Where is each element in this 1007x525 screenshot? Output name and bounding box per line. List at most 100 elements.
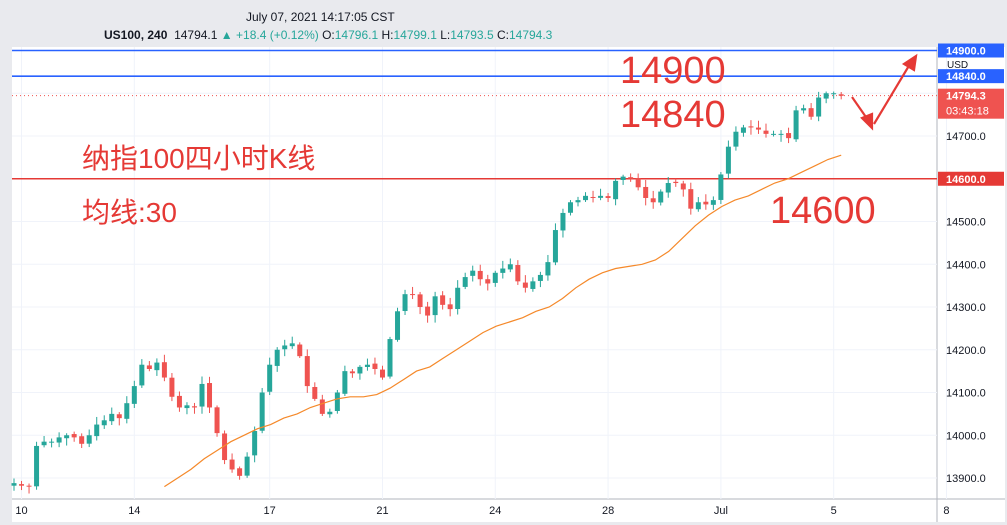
- candle-body: [364, 364, 370, 367]
- candle-body: [462, 277, 468, 287]
- price-tag-14840-bg: [938, 69, 1004, 84]
- candle-body: [801, 108, 807, 111]
- candle-body: [808, 108, 814, 117]
- annotation-title: 纳指100四小时K线: [82, 143, 315, 174]
- x-tick-label: 17: [264, 505, 276, 517]
- candle-body: [94, 424, 100, 437]
- candle-body: [116, 414, 122, 419]
- candle-body: [838, 94, 844, 96]
- candle-body: [41, 441, 47, 446]
- candle-body: [387, 339, 393, 377]
- candle-body: [447, 304, 453, 310]
- candle-body: [169, 377, 175, 397]
- ma30-line: [164, 154, 842, 488]
- candle-body: [154, 362, 160, 371]
- candle-body: [605, 196, 611, 198]
- price-tag-14900-bg: [938, 43, 1004, 58]
- x-tick-label: 10: [15, 505, 27, 517]
- candle-body: [252, 430, 258, 456]
- candle-body: [259, 392, 265, 431]
- candle-body: [583, 195, 589, 201]
- candle-body: [763, 130, 769, 134]
- candle-body: [492, 272, 498, 283]
- candle-body: [725, 146, 731, 174]
- candle-body: [109, 413, 115, 422]
- candle-body: [688, 189, 694, 209]
- candle-body: [146, 365, 152, 369]
- x-tick-label: 28: [602, 505, 614, 517]
- candle-body: [620, 176, 626, 180]
- open-value: 14796.1: [334, 28, 379, 42]
- candle-body: [334, 392, 340, 411]
- price-tag-14600: 14600.0: [946, 174, 986, 186]
- price-tag-last-bg: [938, 88, 1004, 119]
- price-tag-14900: 14900.0: [946, 46, 986, 58]
- y-tick-label: 14500.0: [946, 217, 986, 229]
- candle-body: [425, 306, 431, 316]
- candle-body: [665, 183, 671, 193]
- candle-body: [552, 230, 558, 263]
- annotation-14900: 14900: [620, 50, 726, 92]
- candle-body: [71, 434, 77, 438]
- candle-body: [718, 174, 724, 200]
- candle-body: [628, 177, 634, 179]
- y-tick-label: 14100.0: [946, 388, 986, 400]
- price-tag-last-countdown: 03:43:18: [946, 106, 989, 118]
- candle-body: [222, 433, 228, 461]
- price-tag-14840: 14840.0: [946, 71, 986, 83]
- candle-body: [86, 435, 92, 444]
- x-tick-label: 21: [376, 505, 388, 517]
- price-tag-last: 14794.3: [946, 91, 986, 103]
- candle-body: [395, 311, 401, 340]
- candle-body: [537, 274, 543, 281]
- candle-body: [244, 456, 250, 476]
- candle-body: [402, 294, 408, 312]
- candle-body: [733, 131, 739, 147]
- candle-body: [191, 406, 197, 408]
- candle-body: [101, 420, 107, 426]
- candle-body: [635, 178, 641, 188]
- candle-body: [507, 264, 513, 270]
- candle-body: [740, 127, 746, 133]
- candle-body: [379, 369, 385, 378]
- candle-body: [816, 97, 822, 117]
- price-scale[interactable]: [937, 47, 1005, 499]
- candle-body: [567, 202, 573, 213]
- candle-body: [199, 383, 205, 407]
- candle-body: [703, 201, 709, 205]
- candle-body: [131, 386, 137, 404]
- candle-body: [432, 296, 438, 316]
- candle-body: [357, 366, 363, 374]
- candle-body: [19, 484, 25, 486]
- candle-body: [176, 395, 182, 408]
- candle-body: [440, 295, 446, 305]
- close-label: C:: [496, 28, 509, 42]
- header-datetime: July 07, 2021 14:17:05 CST: [246, 10, 395, 24]
- y-tick-label: 14300.0: [946, 302, 986, 314]
- x-tick-label: 8: [943, 505, 949, 517]
- y-tick-label: 14200.0: [946, 345, 986, 357]
- candle-body: [522, 282, 528, 288]
- candle-body: [237, 468, 243, 476]
- header-ohlc: US100, 240 14794.1 ▲ +18.4 (+0.12%) O:14…: [104, 28, 552, 42]
- symbol-label[interactable]: US100, 240: [104, 28, 168, 42]
- close-value: 14794.3: [508, 28, 553, 42]
- y-tick-label: 14000.0: [946, 430, 986, 442]
- candle-body: [79, 436, 85, 444]
- time-axis[interactable]: [12, 499, 1005, 522]
- price-tag-14600-bg: [938, 171, 1004, 186]
- x-tick-label: 5: [831, 505, 837, 517]
- candle-body: [590, 196, 596, 198]
- candle-body: [312, 386, 318, 399]
- x-tick-label: 14: [128, 505, 140, 517]
- candle-body: [470, 270, 476, 276]
- candle-body: [560, 212, 566, 231]
- candle-body: [139, 364, 145, 386]
- candle-body: [229, 459, 235, 470]
- candle-body: [49, 441, 55, 443]
- candle-body: [274, 349, 280, 366]
- candle-body: [214, 407, 220, 434]
- open-label: O:: [322, 28, 335, 42]
